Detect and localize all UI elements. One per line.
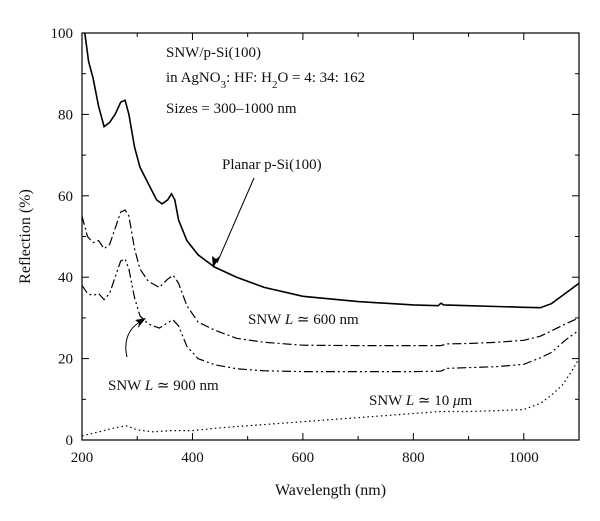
- series-group: [81, 32, 580, 437]
- snw-600-prefix: SNW: [248, 312, 285, 328]
- snw-10um-label: SNW L ≃ 10 μm: [369, 393, 473, 409]
- x-tick-label: 200: [71, 450, 94, 466]
- planar-arrowhead: [212, 255, 221, 268]
- snw-900-arrow: [125, 321, 141, 358]
- y-tick-label: 80: [58, 107, 73, 123]
- snw-900-arrowhead: [135, 318, 146, 328]
- series-line-solid: [84, 32, 580, 309]
- snw-600-suffix: ≃ 600 nm: [293, 312, 359, 328]
- y-tick-label: 20: [58, 352, 73, 368]
- y-tick-label: 40: [58, 270, 73, 286]
- solution-suffix: O = 4: 34: 162: [277, 70, 365, 86]
- sizes-label: Sizes = 300–1000 nm: [166, 101, 297, 117]
- y-tick-label: 60: [58, 189, 73, 205]
- snw-600-label: SNW L ≃ 600 nm: [248, 312, 359, 328]
- snw-900-label: SNW L ≃ 900 nm: [108, 378, 219, 394]
- x-tick-label: 800: [402, 450, 425, 466]
- snw-10-mu: μ: [452, 393, 461, 409]
- snw-900-L: L: [144, 378, 153, 394]
- solution-prefix: in AgNO: [166, 70, 221, 86]
- planar-label: Planar p-Si(100): [222, 157, 322, 173]
- planar-arrow-line: [216, 177, 255, 264]
- snw-900-prefix: SNW: [108, 378, 145, 394]
- snw-10-suffix: m: [461, 393, 473, 409]
- snw-600-L: L: [284, 312, 293, 328]
- solution-mid: : HF: H: [226, 70, 272, 86]
- y-tick-label: 100: [51, 26, 74, 42]
- solution-sub-2: 2: [272, 79, 278, 91]
- sample-title: SNW/p-Si(100): [166, 45, 261, 61]
- x-tick-label: 1000: [509, 450, 539, 466]
- solution-sub-3: 3: [221, 79, 227, 91]
- x-tick-label: 600: [292, 450, 315, 466]
- snw-10-prefix: SNW: [369, 393, 406, 409]
- snw-10-L: L: [405, 393, 414, 409]
- series-line-dashdot: [81, 209, 580, 347]
- series-line-dotted: [81, 358, 580, 437]
- y-axis-title: Reflection (%): [17, 189, 34, 284]
- snw-900-suffix: ≃ 900 nm: [153, 378, 219, 394]
- solution-label: in AgNO3: HF: H2O = 4: 34: 162: [166, 70, 365, 91]
- axis-ticks: 200 400 600 800 1000 0 20 40 60 80 100: [51, 26, 580, 466]
- x-axis-title: Wavelength (nm): [275, 482, 386, 499]
- x-tick-label: 400: [181, 450, 204, 466]
- series-line-dashdotdot: [81, 258, 580, 373]
- y-tick-label: 0: [66, 433, 74, 449]
- snw-10-mid: ≃ 10: [414, 393, 453, 409]
